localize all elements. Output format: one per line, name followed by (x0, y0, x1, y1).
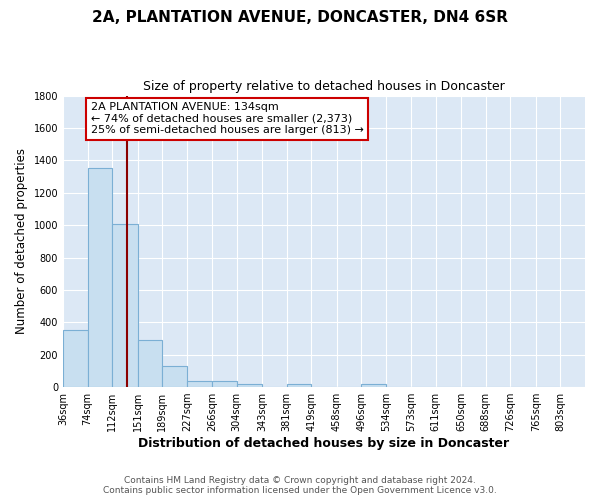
Bar (137, 340, 162, 387)
Bar (112, 224, 137, 387)
Text: Contains HM Land Registry data © Crown copyright and database right 2024.
Contai: Contains HM Land Registry data © Crown c… (103, 476, 497, 495)
Bar (237, 384, 262, 387)
Bar (88, 168, 112, 387)
Y-axis label: Number of detached properties: Number of detached properties (15, 148, 28, 334)
Text: 2A, PLANTATION AVENUE, DONCASTER, DN4 6SR: 2A, PLANTATION AVENUE, DONCASTER, DN4 6S… (92, 10, 508, 25)
Bar (162, 366, 187, 387)
Text: 2A PLANTATION AVENUE: 134sqm
← 74% of detached houses are smaller (2,373)
25% of: 2A PLANTATION AVENUE: 134sqm ← 74% of de… (91, 102, 364, 135)
Bar (63, 330, 88, 387)
Bar (212, 382, 237, 387)
X-axis label: Distribution of detached houses by size in Doncaster: Distribution of detached houses by size … (139, 437, 509, 450)
Title: Size of property relative to detached houses in Doncaster: Size of property relative to detached ho… (143, 80, 505, 93)
Bar (287, 384, 311, 387)
Bar (187, 380, 212, 387)
Bar (361, 384, 386, 387)
